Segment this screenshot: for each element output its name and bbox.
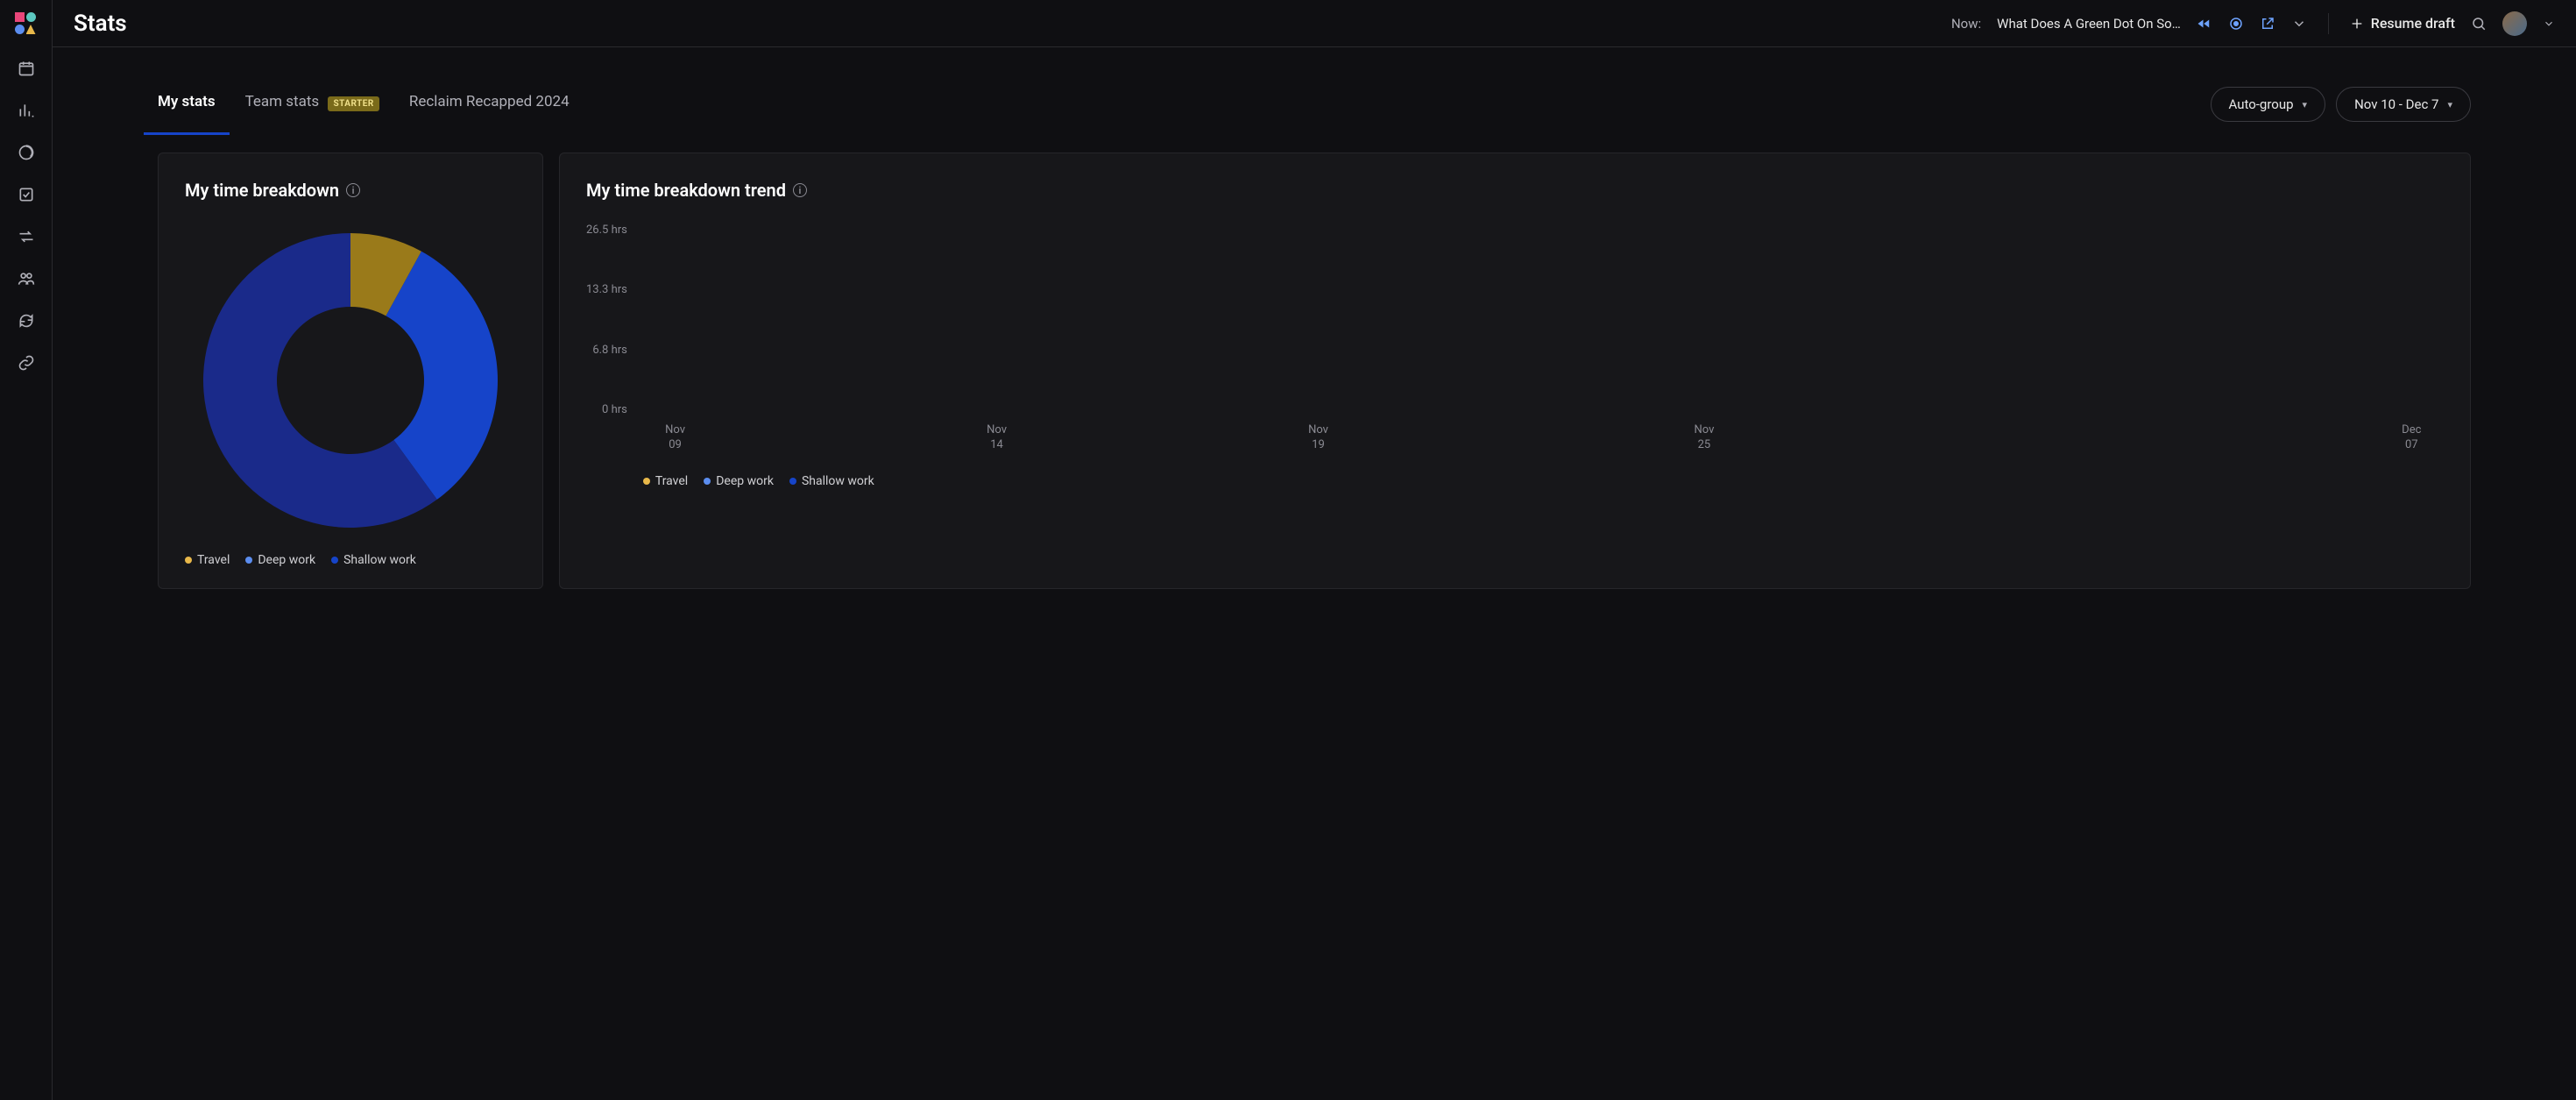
starter-badge: STARTER [328,96,379,111]
trend-bars [643,215,2444,416]
resume-draft-button[interactable]: Resume draft [2350,15,2455,32]
y-tick: 13.3 hrs [586,283,627,296]
tab-team-stats-label: Team stats [245,93,320,110]
legend-item: Deep work [245,553,315,567]
now-text[interactable]: What Does A Green Dot On So… [1997,16,2181,32]
chevron-down-icon: ▾ [2447,99,2452,110]
tasks-icon[interactable] [18,186,35,203]
resume-label: Resume draft [2371,15,2455,32]
avatar[interactable] [2502,11,2527,36]
trend-title: My time breakdown trend [586,180,786,201]
group-dropdown-label: Auto-group [2229,96,2294,112]
y-tick: 26.5 hrs [586,224,627,237]
x-tick: Dec07 [2402,423,2421,453]
donut-chart [203,233,498,528]
legend-item: Shallow work [789,474,874,488]
chevron-down-icon: ▾ [2303,99,2308,110]
donut-legend: Travel Deep work Shallow work [185,553,516,567]
legend-item: Travel [185,553,230,567]
x-tick: Nov09 [665,423,685,453]
rewind-icon[interactable] [2197,16,2212,32]
divider [2328,13,2329,34]
y-tick: 6.8 hrs [592,344,627,357]
calendar-icon[interactable] [18,60,35,77]
record-icon[interactable] [2228,16,2244,32]
habits-icon[interactable] [18,228,35,245]
tab-my-stats[interactable]: My stats [158,74,216,135]
tabs-row: My stats Team stats STARTER Reclaim Reca… [53,47,2576,135]
search-icon[interactable] [2471,16,2487,32]
stats-icon[interactable] [18,102,35,119]
app-logo[interactable] [15,12,38,35]
account-chevron-icon[interactable] [2543,16,2555,32]
now-label: Now: [1951,16,1981,32]
tab-team-stats[interactable]: Team stats STARTER [245,74,379,135]
info-icon[interactable]: i [793,183,807,197]
x-tick: Nov19 [1308,423,1328,453]
daterange-label: Nov 10 - Dec 7 [2354,96,2438,112]
x-tick: Nov25 [1694,423,1714,453]
x-tick: Nov14 [987,423,1007,453]
y-tick: 0 hrs [602,403,627,416]
tab-recapped[interactable]: Reclaim Recapped 2024 [409,74,570,135]
trend-card: My time breakdown trend i 26.5 hrs 13.3 h… [559,153,2471,589]
trend-legend: Travel Deep work Shallow work [643,474,2444,488]
legend-item: Deep work [704,474,774,488]
legend-item: Shallow work [331,553,416,567]
breakdown-card: My time breakdown i Travel Deep work Shall… [158,153,543,589]
breakdown-title: My time breakdown [185,180,339,201]
daterange-dropdown[interactable]: Nov 10 - Dec 7 ▾ [2336,87,2471,122]
sidebar [0,0,53,1100]
sync-icon[interactable] [18,312,35,330]
legend-item: Travel [643,474,688,488]
info-icon[interactable]: i [346,183,360,197]
people-icon[interactable] [18,270,35,287]
page-title: Stats [74,11,127,37]
open-external-icon[interactable] [2260,16,2275,32]
topbar: Stats Now: What Does A Green Dot On So… … [53,0,2576,47]
x-axis: Nov09 Nov14 Nov19 Nov25 Dec07 [643,423,2444,458]
group-dropdown[interactable]: Auto-group ▾ [2211,87,2326,122]
progress-icon[interactable] [18,144,35,161]
now-chevron-icon[interactable] [2291,16,2307,32]
y-axis: 26.5 hrs 13.3 hrs 6.8 hrs 0 hrs [586,220,634,416]
link-icon[interactable] [18,354,35,372]
